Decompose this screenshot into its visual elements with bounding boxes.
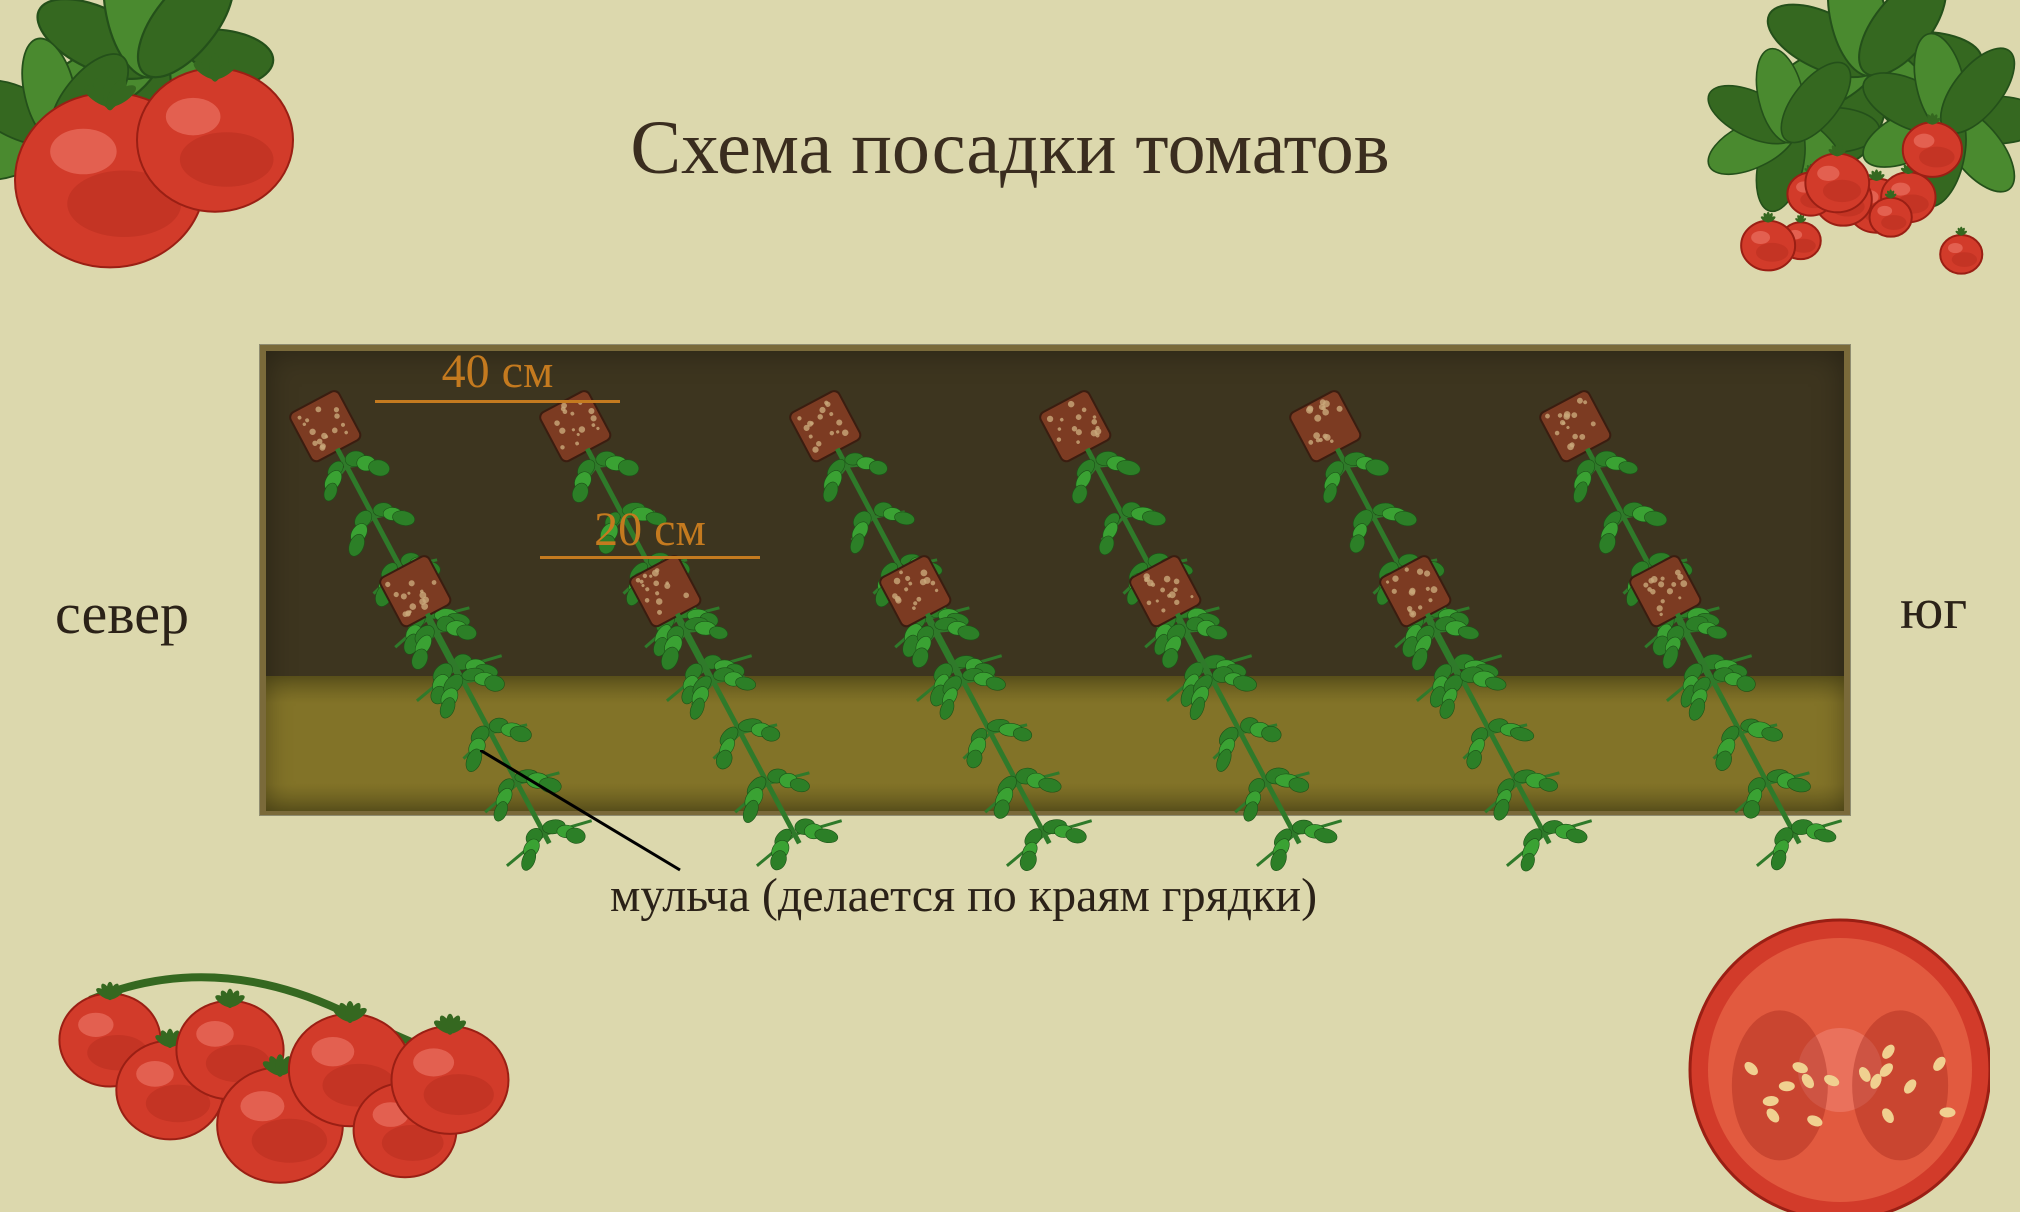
dim-label-40: 40 см [442,344,554,399]
decor-top-right-icon [1700,0,2020,290]
decor-bottom-left-icon [30,920,510,1212]
decor-bottom-right-icon [1650,900,1990,1212]
decor-top-left-icon [0,0,360,290]
north-label: север [55,580,189,647]
dim-line-40 [375,400,620,403]
mulch-annotation: мульча (делается по краям грядки) [610,868,1317,923]
south-label: юг [1900,575,1967,642]
diagram-stage: Схема посадки томатовсеверюг40 см20 смму… [0,0,2020,1212]
dim-label-20: 20 см [594,502,706,557]
mulch-pointer [480,750,684,874]
